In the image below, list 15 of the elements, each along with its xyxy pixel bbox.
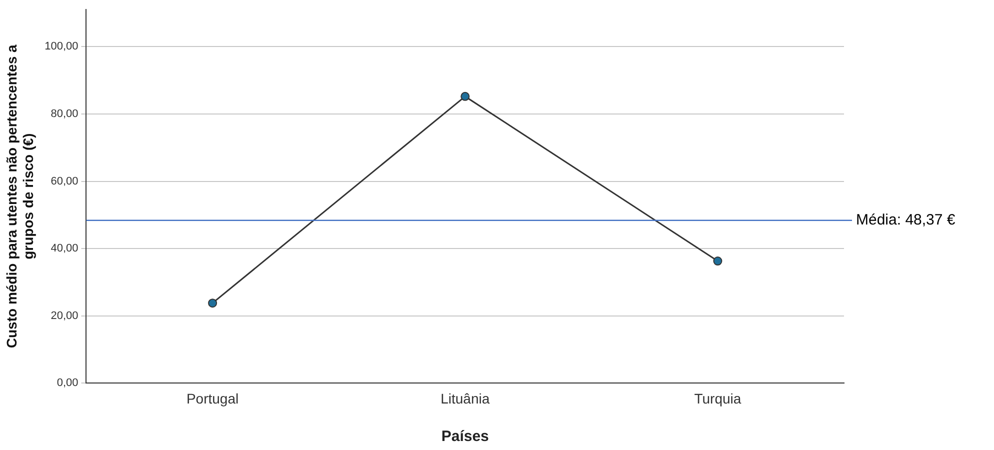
x-tick-label: Turquia bbox=[694, 390, 742, 406]
point bbox=[208, 298, 218, 308]
y-tick-label: 60,00 bbox=[50, 175, 78, 188]
point bbox=[460, 92, 470, 101]
x-tick-label: Portugal bbox=[186, 390, 239, 406]
x-axis-title: Países bbox=[441, 428, 489, 446]
point bbox=[713, 256, 722, 266]
y-axis-title: Custo médio para utentes não pertencentes a grupos de risco (€) bbox=[3, 44, 36, 348]
x-tick-label: Lituânia bbox=[440, 390, 490, 406]
y-tick-label: 20,00 bbox=[50, 310, 78, 322]
y-tick-label: 0,00 bbox=[56, 377, 78, 390]
y-tick-label: 80,00 bbox=[50, 108, 78, 120]
y-tick-label: 40,00 bbox=[50, 242, 78, 255]
y-tick-label: 100,00 bbox=[44, 40, 78, 53]
ref-line-label: Média: 48,37 € bbox=[856, 212, 956, 229]
